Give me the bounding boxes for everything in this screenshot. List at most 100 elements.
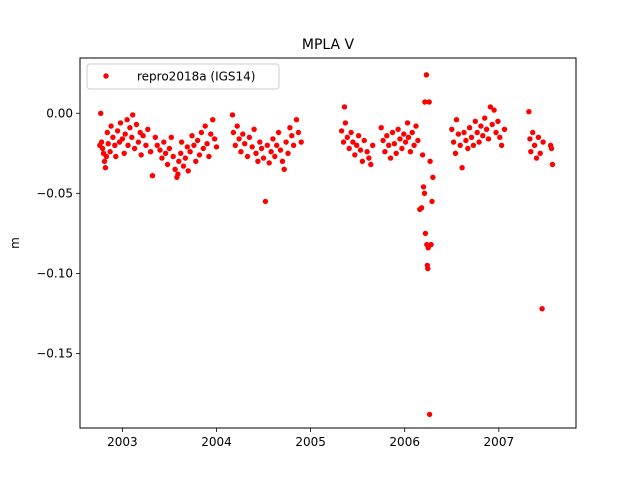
data-point <box>386 142 392 148</box>
data-point <box>98 110 104 117</box>
data-point <box>530 129 536 136</box>
data-point <box>489 121 495 128</box>
data-point <box>298 139 304 145</box>
data-point <box>449 126 455 132</box>
data-point <box>457 142 463 148</box>
data-point <box>105 141 111 147</box>
data-point <box>285 150 291 156</box>
x-tick-label: 2006 <box>389 435 420 449</box>
data-point <box>425 265 431 272</box>
data-point <box>364 149 370 155</box>
data-point <box>99 145 106 152</box>
data-point <box>143 142 149 148</box>
data-point <box>119 136 126 142</box>
data-point <box>419 152 426 158</box>
data-point <box>401 131 407 137</box>
data-point <box>251 126 257 132</box>
data-point <box>191 142 197 148</box>
data-point <box>344 134 350 140</box>
data-point <box>108 123 114 129</box>
data-point <box>423 72 430 78</box>
data-point <box>384 133 390 139</box>
legend-box <box>86 63 280 90</box>
data-point <box>354 142 360 148</box>
data-point <box>407 149 414 155</box>
data-point <box>540 139 546 145</box>
data-point <box>340 139 347 145</box>
data-point <box>138 152 144 158</box>
data-point <box>272 153 278 160</box>
data-point <box>405 134 412 140</box>
data-point <box>465 145 471 152</box>
data-point <box>399 145 405 152</box>
data-point <box>166 145 173 152</box>
data-point <box>426 99 432 105</box>
data-point <box>140 133 146 139</box>
data-point <box>352 152 358 158</box>
data-point <box>154 142 160 148</box>
data-point <box>283 139 289 145</box>
chart-title: MPLA V <box>302 37 355 53</box>
data-points <box>97 72 556 418</box>
data-point <box>287 125 293 131</box>
data-point <box>537 150 543 156</box>
data-point <box>172 166 178 172</box>
data-point <box>342 120 349 126</box>
data-point <box>355 133 362 139</box>
data-point <box>238 149 244 155</box>
data-point <box>415 137 421 144</box>
data-point <box>125 142 131 148</box>
data-point <box>474 129 480 136</box>
data-point <box>135 139 142 145</box>
data-point <box>476 139 482 145</box>
data-point <box>395 126 401 132</box>
data-point <box>124 117 130 123</box>
data-point <box>348 129 354 136</box>
data-point <box>157 147 163 153</box>
x-tick-label: 2007 <box>484 435 515 449</box>
data-point <box>277 147 284 153</box>
data-point <box>211 136 218 142</box>
data-point <box>279 158 286 164</box>
data-point <box>535 134 542 140</box>
data-point <box>185 168 191 174</box>
data-point <box>187 149 193 155</box>
data-point <box>240 131 246 137</box>
data-point <box>232 142 238 148</box>
data-point <box>275 129 282 136</box>
data-point <box>357 147 364 153</box>
data-point <box>176 158 182 164</box>
axis-ticks: 2003 2004 2005 2006 2007 0.00 −0.05 −0.10 −0.15 <box>36 106 514 449</box>
data-point <box>206 153 212 160</box>
data-point <box>498 142 505 148</box>
y-tick-label: −0.15 <box>36 347 73 361</box>
data-point <box>102 165 109 171</box>
data-point <box>127 125 133 131</box>
data-point <box>293 117 300 123</box>
data-point <box>453 117 460 123</box>
data-point <box>289 133 295 139</box>
data-point <box>257 139 263 145</box>
data-point <box>131 145 138 152</box>
data-point <box>468 134 475 140</box>
data-point <box>531 142 538 148</box>
data-point <box>350 139 356 145</box>
data-point <box>409 129 415 136</box>
data-point <box>274 142 280 148</box>
data-point <box>404 120 411 126</box>
data-point <box>493 129 499 136</box>
plot-area-frame <box>79 57 577 429</box>
data-point <box>168 134 174 140</box>
data-point <box>428 241 434 248</box>
y-tick-label: −0.10 <box>36 266 73 280</box>
data-point <box>110 134 116 140</box>
data-point <box>387 155 394 161</box>
data-point <box>210 117 216 123</box>
data-point <box>101 158 108 164</box>
data-point <box>397 136 403 142</box>
data-point <box>411 142 417 148</box>
data-point <box>459 165 465 171</box>
data-point <box>549 161 556 168</box>
data-point <box>112 142 118 148</box>
data-point <box>359 158 366 164</box>
